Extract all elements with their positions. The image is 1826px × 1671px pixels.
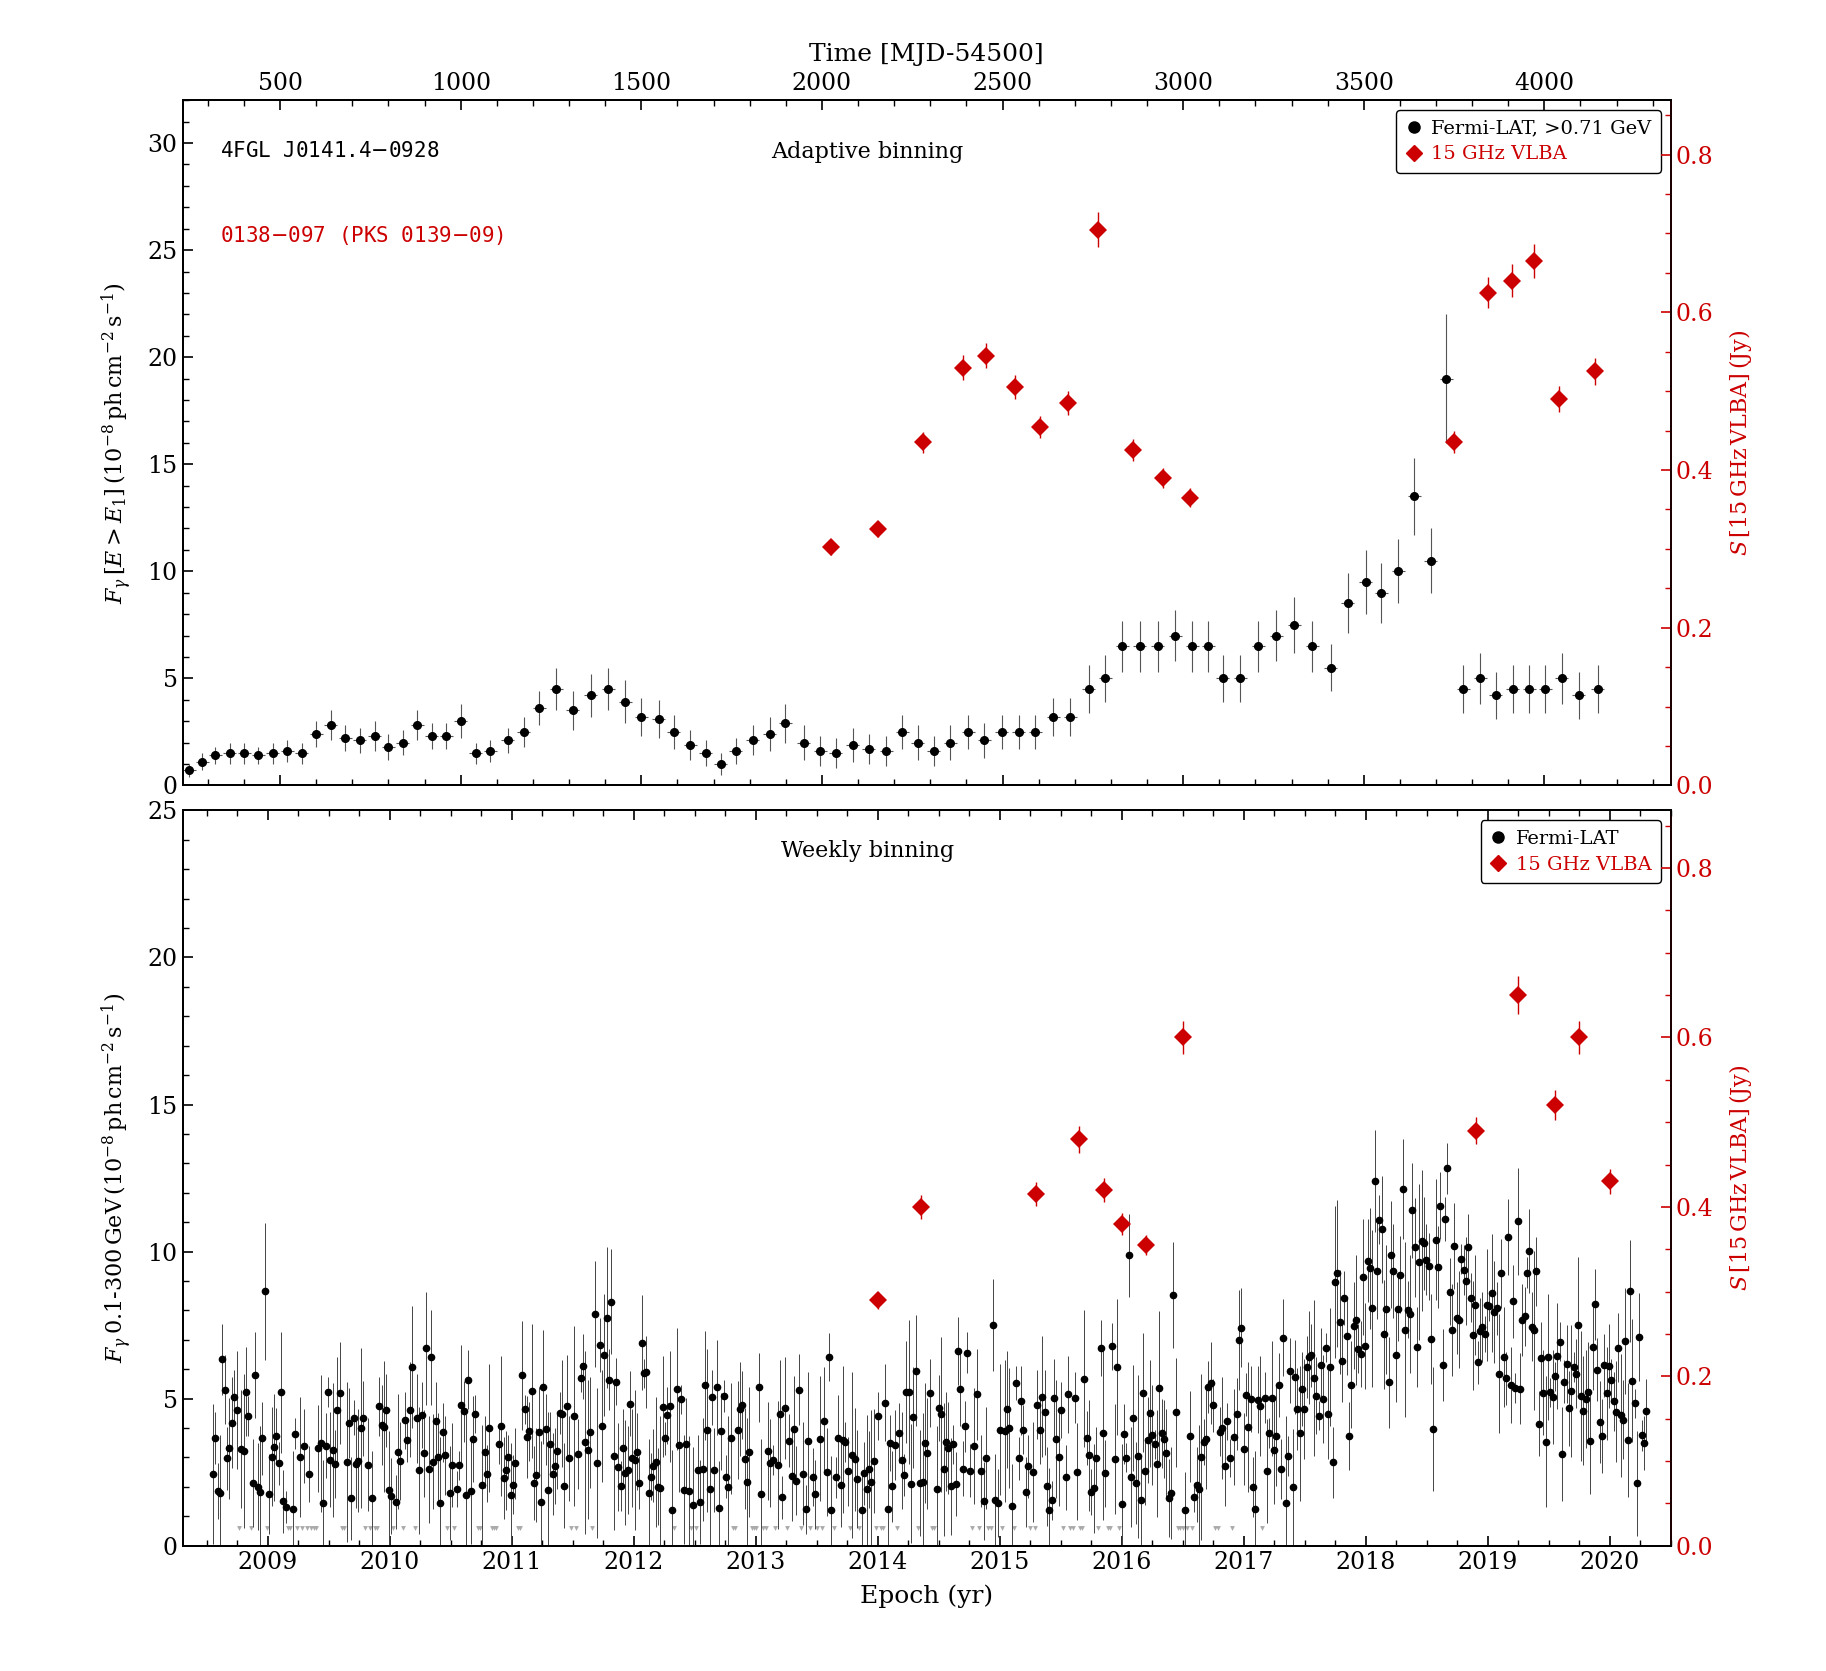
Point [803,1514,833,1541]
Point [957,1514,986,1541]
Point [721,1514,750,1541]
Point [502,1514,531,1541]
Point [400,1514,429,1541]
Y-axis label: $F_\gamma\,[E>E_1]\,(10^{-8}\,\mathrm{ph\,cm^{-2}\,s^{-1}})$: $F_\gamma\,[E>E_1]\,(10^{-8}\,\mathrm{ph… [99,282,133,603]
Point [749,1514,778,1541]
Point [482,1514,511,1541]
Point [977,1514,1006,1541]
Point [301,1514,331,1541]
Point [577,1514,606,1541]
Point [1169,1514,1198,1541]
Point [659,1514,688,1541]
Point [845,1514,875,1541]
Y-axis label: $S\,[15\,\mathrm{GHz\,VLBA}]\,(\mathrm{Jy})$: $S\,[15\,\mathrm{GHz\,VLBA}]\,(\mathrm{J… [1727,329,1755,556]
Point [557,1514,586,1541]
Point [276,1514,305,1541]
Point [866,1514,895,1541]
Point [1218,1514,1247,1541]
Point [1021,1514,1050,1541]
Point [1178,1514,1207,1541]
Point [772,1514,802,1541]
Point [356,1514,385,1541]
Point [869,1514,898,1541]
Text: Weekly binning: Weekly binning [780,841,953,862]
Y-axis label: $F_\gamma\,0.1\text{-}300\,\mathrm{GeV}\,(10^{-8}\,\mathrm{ph\,cm^{-2}\,s^{-1}}): $F_\gamma\,0.1\text{-}300\,\mathrm{GeV}\… [99,993,133,1364]
Point [1247,1514,1276,1541]
Point [1203,1514,1233,1541]
Point [360,1514,389,1541]
Point [1172,1514,1202,1541]
Point [464,1514,493,1541]
Point [1105,1514,1134,1541]
Point [327,1514,356,1541]
Point [787,1514,816,1541]
Point [351,1514,380,1541]
Point [389,1514,418,1541]
Point [477,1514,506,1541]
Point [862,1514,891,1541]
Point [362,1514,391,1541]
Point [741,1514,771,1541]
Point [1015,1514,1044,1541]
Text: Adaptive binning: Adaptive binning [771,142,964,164]
Point [378,1514,407,1541]
Text: 4FGL J0141.4$-$0928: 4FGL J0141.4$-$0928 [219,142,438,162]
Point [287,1514,316,1541]
Point [466,1514,495,1541]
Point [904,1514,933,1541]
Point [964,1514,993,1541]
Point [480,1514,509,1541]
Point [988,1514,1017,1541]
Legend: Fermi-LAT, >0.71 GeV, 15 GHz VLBA: Fermi-LAT, >0.71 GeV, 15 GHz VLBA [1397,110,1662,174]
Point [1163,1514,1192,1541]
Point [225,1514,254,1541]
Point [274,1514,303,1541]
Point [506,1514,535,1541]
Point [740,1514,769,1541]
Point [1202,1514,1231,1541]
Point [882,1514,911,1541]
Point [252,1514,281,1541]
Point [299,1514,329,1541]
X-axis label: Time [MJD-54500]: Time [MJD-54500] [809,43,1044,67]
Point [1055,1514,1085,1541]
Point [750,1514,780,1541]
Point [1094,1514,1123,1541]
Point [807,1514,836,1541]
Point [440,1514,469,1541]
Point [292,1514,321,1541]
Y-axis label: $S\,[15\,\mathrm{GHz\,VLBA}]\,(\mathrm{Jy})$: $S\,[15\,\mathrm{GHz\,VLBA}]\,(\mathrm{J… [1727,1064,1755,1292]
Legend: Fermi-LAT, 15 GHz VLBA: Fermi-LAT, 15 GHz VLBA [1481,820,1662,884]
Point [298,1514,327,1541]
Point [1165,1514,1194,1541]
Point [917,1514,946,1541]
Point [283,1514,312,1541]
Point [999,1514,1028,1541]
Point [1068,1514,1097,1541]
Point [676,1514,705,1541]
Point [562,1514,592,1541]
X-axis label: Epoch (yr): Epoch (yr) [860,1584,993,1608]
Point [331,1514,360,1541]
Point [1085,1514,1114,1541]
Point [433,1514,462,1541]
Point [796,1514,825,1541]
Point [1096,1514,1125,1541]
Point [1048,1514,1077,1541]
Point [718,1514,747,1541]
Point [973,1514,1002,1541]
Point [761,1514,791,1541]
Point [920,1514,950,1541]
Point [738,1514,767,1541]
Point [236,1514,265,1541]
Point [820,1514,849,1541]
Point [1065,1514,1094,1541]
Point [681,1514,710,1541]
Point [836,1514,866,1541]
Point [1057,1514,1086,1541]
Text: 0138$-$097 (PKS 0139$-$09): 0138$-$097 (PKS 0139$-$09) [219,224,504,247]
